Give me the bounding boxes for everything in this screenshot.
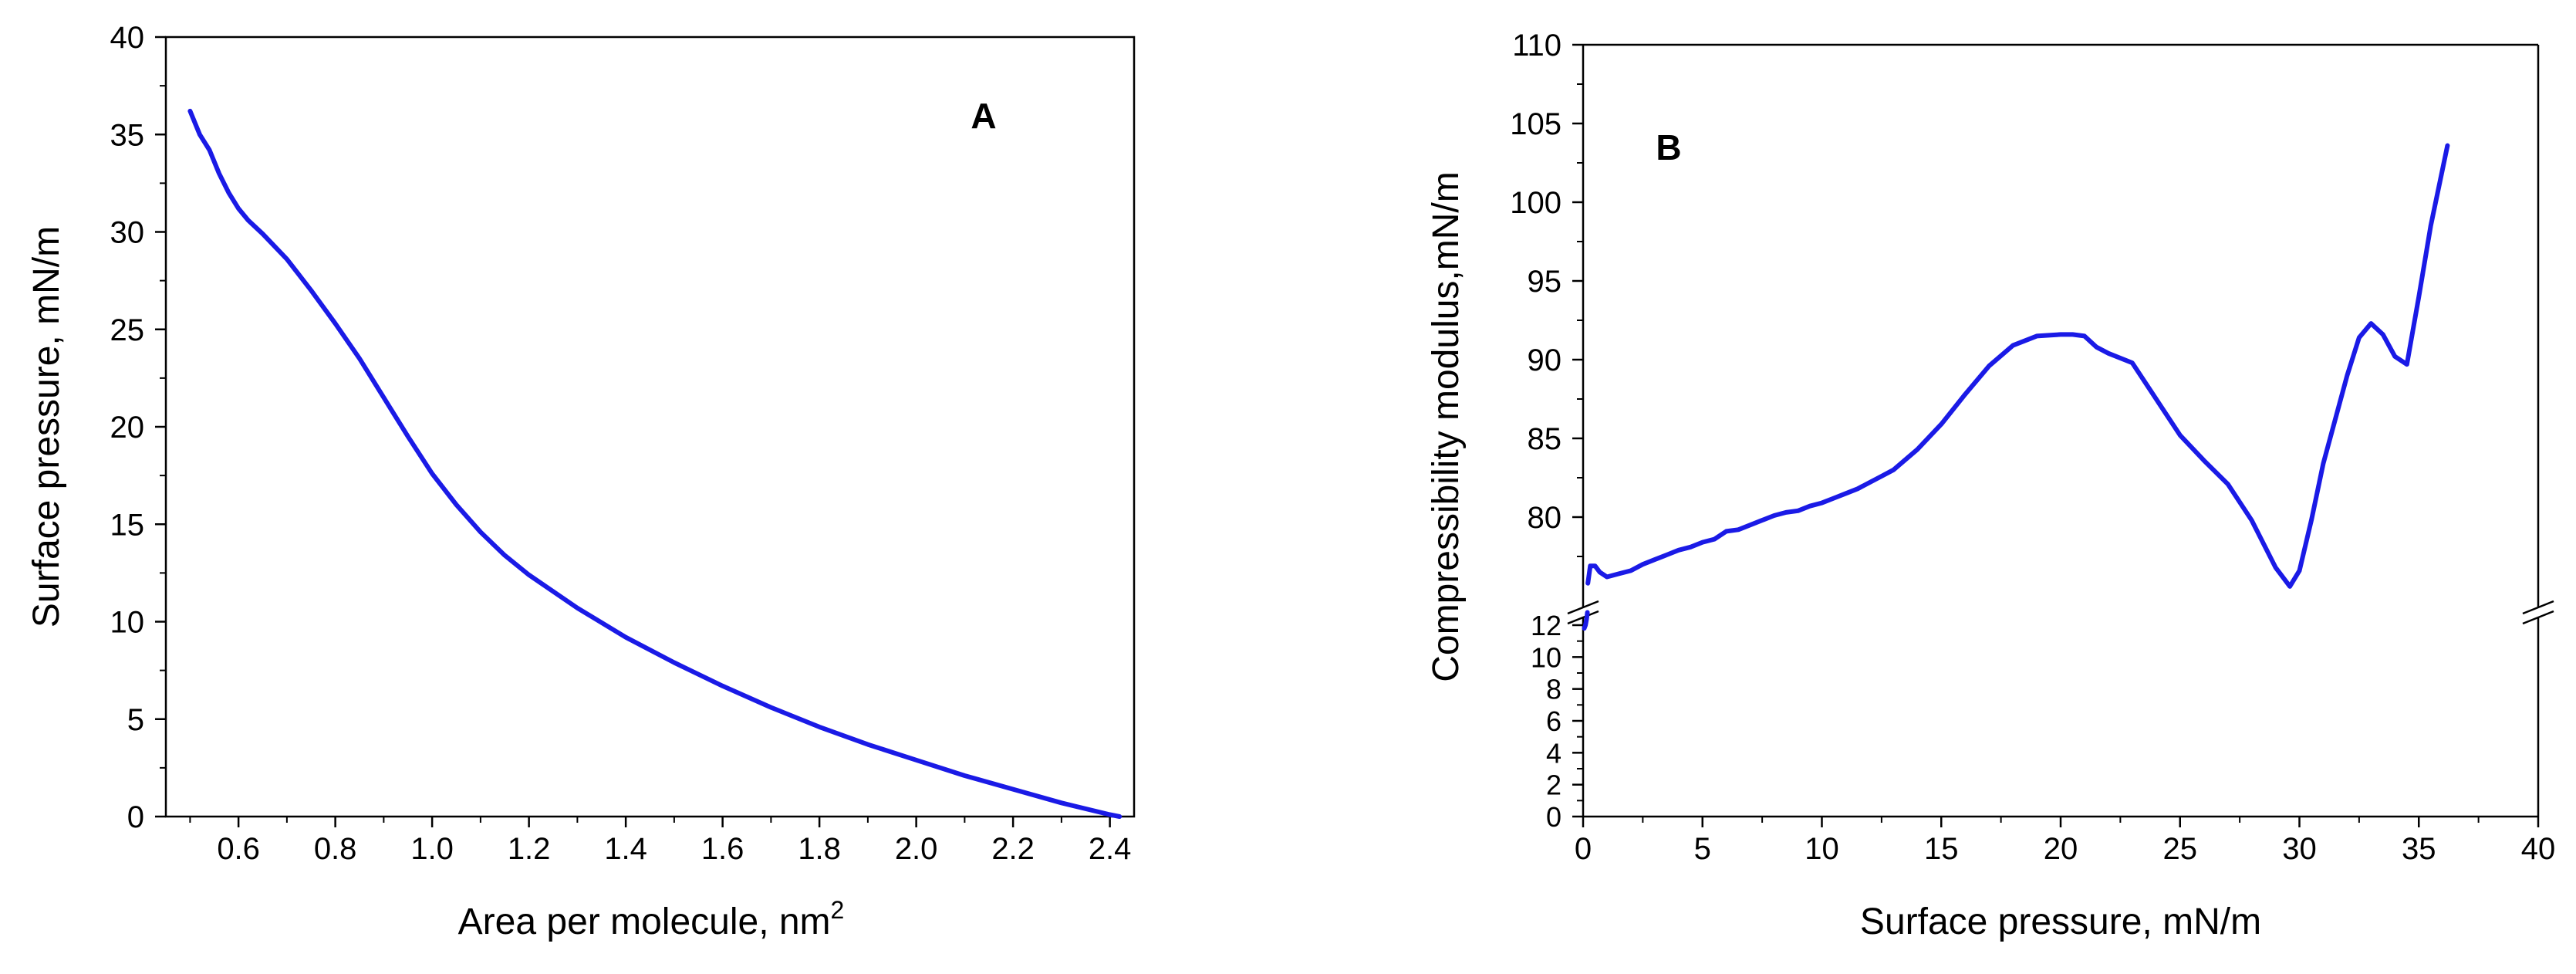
y-tick-label: 35 [110,118,145,152]
y-tick-label: 15 [110,508,145,542]
x-tick-label: 1.4 [604,832,647,866]
y-tick-label-upper: 100 [1510,186,1561,220]
x-tick-label: 10 [1805,832,1839,866]
panel-a-chart: 0.6 0.8 1.0 1.2 1.4 1.6 1.8 2.0 2.2 2.4 0 5 10 15 20 25… [26,21,1136,942]
x-tick-label: 2.4 [1089,832,1132,866]
y-tick-label-upper: 110 [1512,29,1561,63]
y-tick-label: 10 [110,606,145,640]
x-tick-label: 20 [2044,832,2078,866]
panel-b-chart: 0 5 10 15 20 25 30 35 40024681012808590951001051… [1426,29,2555,942]
y-tick-label: 5 [127,703,144,737]
x-tick-label: 25 [2163,832,2198,866]
y-tick-label-lower: 2 [1546,769,1561,801]
y-tick-label: 25 [110,313,145,347]
x-tick-label: 0.6 [217,832,260,866]
y-tick-label: 40 [110,21,145,55]
panel-a-frame [164,36,1136,818]
y-tick-label-upper: 85 [1528,422,1562,456]
x-tick-label: 40 [2521,832,2556,866]
x-tick-label: 1.2 [508,832,551,866]
x-axis-title: Area per molecule, nm2 [458,896,845,942]
y-tick-label-lower: 10 [1531,641,1561,673]
y-tick-label-lower: 0 [1546,801,1561,833]
x-tick-label: 2.0 [895,832,938,866]
x-tick-label: 1.0 [410,832,454,866]
y-tick-label-lower: 6 [1546,705,1561,737]
x-tick-label: 5 [1694,832,1711,866]
y-tick-label-lower: 4 [1546,737,1561,769]
y-axis-title: Surface pressure, mN/m [26,226,67,627]
x-axis-title-text: Area per molecule, nm [458,901,831,942]
axis-break-left-lower [1567,610,1599,625]
x-tick-label: 35 [2402,832,2436,866]
y-tick-label: 20 [110,411,145,445]
x-axis-title-superscript: 2 [831,896,845,924]
axis-break-right-lower [2522,610,2554,625]
modulus-line-lower [1582,610,1590,631]
y-axis-title: Compressibility modulus,mN/m [1426,171,1467,681]
y-tick-label-upper: 90 [1528,343,1562,377]
y-tick-label-upper: 105 [1510,107,1561,141]
panel-a-letter: A [971,96,996,136]
y-tick-label-lower: 12 [1531,610,1561,641]
axis-break-left-upper [1567,600,1599,615]
x-tick-label: 0.8 [314,832,357,866]
x-axis-title: Surface pressure, mN/m [1860,901,2261,942]
x-tick-label: 30 [2282,832,2317,866]
modulus-line [1585,143,2450,589]
isotherm-line [187,108,1123,819]
x-tick-label: 2.2 [991,832,1035,866]
x-tick-label: 1.8 [798,832,841,866]
y-tick-label: 0 [127,800,144,834]
y-tick-label-lower: 8 [1546,674,1561,705]
y-tick-label-upper: 95 [1528,265,1562,299]
y-tick-label: 30 [110,216,145,250]
x-tick-label: 15 [1924,832,1959,866]
x-tick-label: 1.6 [701,832,744,866]
panel-b-letter: B [1656,127,1681,167]
y-tick-label-upper: 80 [1528,501,1562,535]
axis-break-right-upper [2522,600,2554,615]
x-tick-label: 0 [1575,832,1592,866]
